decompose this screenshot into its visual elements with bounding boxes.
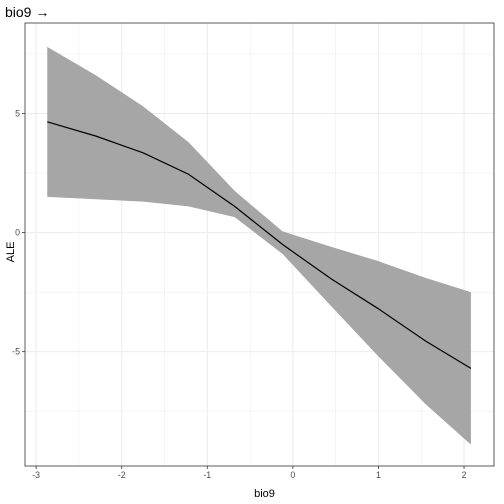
x-tick-label: 1	[376, 470, 381, 480]
x-tick-label: 2	[462, 470, 467, 480]
x-tick-label: 0	[290, 470, 295, 480]
x-tick-label: -2	[118, 470, 126, 480]
confidence-band	[47, 46, 471, 445]
x-tick-label: -1	[203, 470, 211, 480]
ale-line	[47, 121, 472, 369]
x-tick-label: -3	[32, 470, 40, 480]
y-axis-ticks: -5 0 5	[12, 109, 25, 357]
ale-line-layer	[47, 121, 472, 369]
y-axis-title: ALE	[5, 242, 17, 263]
y-tick-label: -5	[12, 347, 20, 357]
y-tick-label: 0	[15, 228, 20, 238]
confidence-band-layer	[47, 46, 471, 445]
panel-border	[24, 22, 495, 467]
y-tick-label: 5	[15, 109, 20, 119]
x-axis-ticks: -3 -2 -1 0 1 2	[32, 466, 467, 480]
chart-title: bio9 →	[5, 4, 49, 20]
x-axis-title: bio9	[254, 488, 275, 500]
